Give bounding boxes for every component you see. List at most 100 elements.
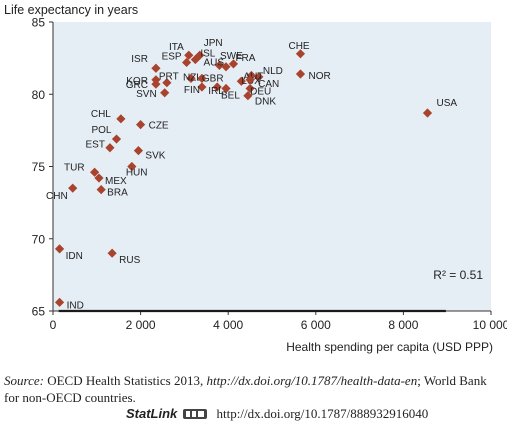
- y-tick-label: 65: [32, 305, 46, 319]
- data-point-mex: [94, 173, 104, 183]
- data-point-hun: [127, 161, 137, 172]
- y-tick-label: 75: [32, 160, 46, 174]
- data-point-esp: [181, 57, 192, 68]
- data-point-chl: [116, 114, 126, 124]
- data-point-prt: [162, 78, 172, 88]
- statlink-row: StatLink http://dx.doi.org/10.1787/88893…: [126, 406, 428, 422]
- data-point-svk: [133, 146, 144, 156]
- data-point-fra: [228, 59, 239, 69]
- x-tick-label: 4 000: [213, 318, 243, 332]
- y-tick-label: 80: [32, 88, 46, 102]
- data-point-aus: [214, 60, 225, 70]
- point-label: GRC: [126, 80, 148, 91]
- point-label: JPN: [204, 38, 223, 49]
- data-point-est: [105, 143, 115, 153]
- point-label: CAN: [258, 79, 279, 90]
- point-label: AUS: [203, 57, 224, 68]
- point-label: FRA: [235, 53, 255, 64]
- point-label: USA: [436, 98, 457, 109]
- data-point-swe: [221, 62, 231, 72]
- point-label: BRA: [107, 188, 128, 199]
- data-point-bra: [96, 185, 106, 195]
- data-point-pol: [111, 134, 122, 144]
- point-label: SVK: [145, 151, 165, 162]
- point-label: BEL: [221, 90, 240, 101]
- data-point-gbr: [197, 73, 207, 83]
- y-tick-label: 85: [32, 16, 46, 30]
- point-label: DNK: [255, 97, 276, 108]
- data-point-lux: [236, 76, 246, 86]
- data-point-can: [245, 75, 255, 85]
- point-label: SWE: [220, 51, 243, 62]
- data-point-idn: [54, 244, 65, 254]
- data-point-chn: [68, 183, 78, 193]
- data-point-isr: [151, 63, 161, 73]
- point-label: TUR: [64, 162, 85, 173]
- point-label: IND: [67, 300, 84, 311]
- source-tail: ; World Bank for non-OECD countries.: [4, 373, 487, 405]
- x-tick-label: 10 000: [473, 318, 507, 332]
- source-url-link[interactable]: http://dx.doi.org/10.1787/health-data-en: [206, 373, 418, 388]
- data-point-bel: [221, 83, 231, 94]
- data-point-ind: [54, 297, 65, 307]
- source-note: Source: OECD Health Statistics 2013, htt…: [4, 372, 504, 406]
- point-label: DEU: [250, 86, 271, 97]
- point-label: CHL: [91, 109, 111, 120]
- point-label: CZE: [149, 121, 169, 132]
- point-label: MEX: [105, 176, 127, 187]
- data-point-grc: [151, 79, 161, 89]
- point-label: POL: [91, 125, 111, 136]
- point-label: IRL: [208, 86, 224, 97]
- point-label: ISL: [200, 49, 215, 60]
- point-label: NZL: [183, 72, 202, 83]
- point-label: AUT: [243, 71, 263, 82]
- y-axis-title: Life expectancy in years: [4, 3, 139, 17]
- data-point-cze: [136, 119, 146, 130]
- point-label: HUN: [126, 168, 148, 179]
- data-point-svn: [160, 88, 170, 98]
- data-point-nzl: [186, 73, 196, 83]
- statlink-label: StatLink: [126, 406, 178, 421]
- point-label: RUS: [119, 255, 140, 266]
- data-point-deu: [245, 83, 255, 94]
- point-label: KOR: [126, 76, 148, 87]
- data-point-dnk: [243, 91, 253, 101]
- x-tick-label: 0: [50, 318, 57, 332]
- data-point-isl: [190, 54, 200, 65]
- plot-area: [53, 22, 491, 311]
- data-point-nld: [254, 72, 264, 82]
- statlink-url-link[interactable]: http://dx.doi.org/10.1787/888932916040: [216, 406, 429, 421]
- point-label: EST: [85, 140, 104, 151]
- data-point-tur: [90, 167, 100, 177]
- point-label: FIN: [184, 85, 200, 96]
- point-label: IDN: [66, 251, 83, 262]
- point-label: ISR: [131, 54, 148, 65]
- data-point-rus: [107, 248, 117, 258]
- data-point-ita: [184, 50, 194, 60]
- x-tick-label: 2 000: [126, 318, 156, 332]
- point-label: GBR: [202, 73, 224, 84]
- x-axis-title: Health spending per capita (USD PPP): [286, 340, 493, 354]
- data-point-nor: [295, 69, 306, 79]
- r-squared-annotation: R² = 0.51: [433, 268, 483, 282]
- point-label: CHN: [46, 191, 68, 202]
- data-point-che: [295, 49, 306, 59]
- y-tick-label: 70: [32, 232, 46, 246]
- point-label: CHE: [288, 41, 309, 52]
- x-axis: 0 2 000 4 000 6 000 8 000 10 000: [50, 310, 507, 332]
- point-label: ESP: [162, 51, 182, 62]
- point-label: NLD: [263, 66, 283, 77]
- source-text: OECD Health Statistics 2013,: [43, 373, 207, 388]
- point-label: NOR: [308, 71, 330, 82]
- source-label: Source:: [4, 373, 44, 388]
- data-point-usa: [422, 108, 433, 118]
- scatter-chart: 65 70 75 80 85 0 2 000 4 000 6 000 8 000 10 000 I…: [32, 16, 507, 333]
- y-axis: 65 70 75 80 85: [32, 16, 54, 319]
- statlink-logo-icon: [182, 409, 207, 419]
- x-tick-label: 8 000: [388, 318, 418, 332]
- data-point-fin: [197, 82, 207, 92]
- point-label: SVN: [136, 89, 157, 100]
- point-label: ITA: [169, 42, 184, 53]
- point-label: PRT: [159, 72, 179, 83]
